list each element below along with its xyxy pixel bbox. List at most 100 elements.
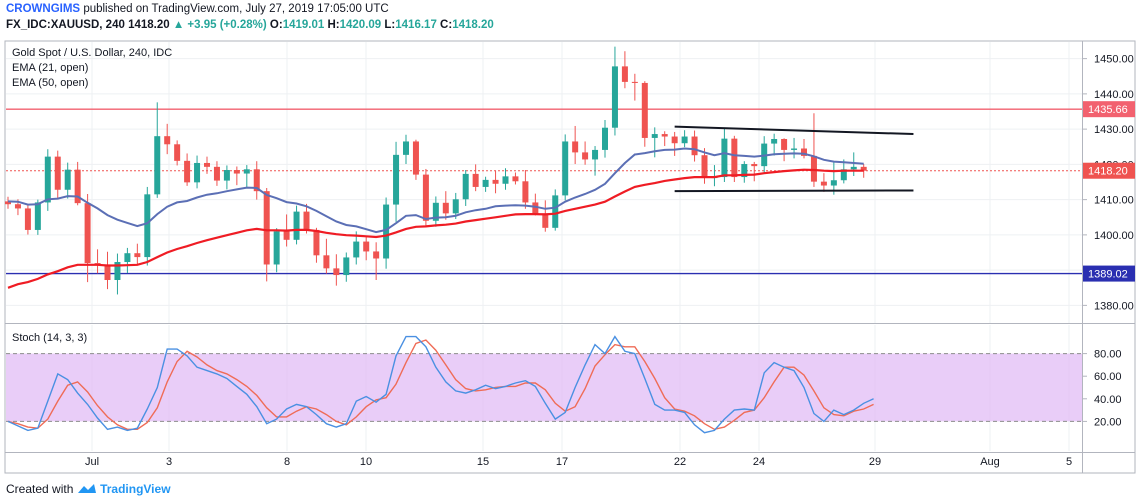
candle-body: [64, 169, 71, 190]
candle-body: [144, 194, 151, 258]
channel-top-line: [674, 125, 914, 136]
time-tick-label: 8: [284, 456, 290, 468]
price-tick-label: 1440.00: [1094, 89, 1134, 101]
candle-body: [542, 213, 549, 228]
low-value: 1416.17: [395, 19, 437, 31]
tradingview-link[interactable]: TradingView: [100, 482, 171, 496]
candle-body: [820, 181, 827, 186]
candle-body: [512, 176, 519, 182]
time-tick-label: 5: [1066, 456, 1072, 468]
candle-body: [213, 166, 220, 181]
candle-body: [343, 257, 350, 276]
candle-body: [233, 170, 240, 174]
candle-body: [840, 169, 847, 181]
open-value: 1419.01: [282, 19, 325, 31]
candle-body: [373, 251, 380, 259]
candle-body: [293, 211, 300, 240]
candle-body: [34, 202, 41, 230]
candle-body: [422, 174, 429, 221]
candle-body: [14, 204, 21, 209]
ema21-line[interactable]: [7, 147, 864, 234]
candle-body: [631, 81, 638, 83]
candle-body: [472, 173, 479, 187]
resistance-price-label: 1435.66: [1088, 104, 1128, 116]
candle-body: [791, 148, 798, 150]
high-value: 1420.09: [339, 19, 382, 31]
candle-body: [522, 181, 529, 203]
candle-body: [383, 204, 390, 259]
published-text: published on TradingView.com, July 27, 2…: [83, 3, 389, 15]
price-tags: 1435.66 1418.20 1389.02: [1083, 101, 1135, 282]
stoch-tick-label: 80.00: [1094, 349, 1122, 361]
candle-body: [850, 166, 857, 170]
candle-body: [661, 134, 668, 137]
candle-body: [462, 173, 469, 200]
candle-body: [860, 166, 867, 171]
candle-body: [84, 203, 91, 264]
ema21-legend: EMA (21, open): [12, 62, 88, 74]
publisher-name[interactable]: CROWNGIMS: [6, 3, 81, 15]
candle-body: [651, 134, 658, 138]
price-grid: [6, 42, 1082, 323]
candle-body: [253, 169, 260, 192]
last-price: 1418.20: [128, 19, 170, 31]
channel-bottom-line: [674, 189, 914, 193]
candle-body: [741, 164, 748, 178]
open-label: O:: [269, 19, 283, 31]
candle-body: [263, 191, 270, 265]
chart-area[interactable]: 1380.001390.001400.001410.001420.001430.…: [0, 37, 1140, 475]
candle-body: [303, 211, 310, 230]
candle-body: [363, 241, 370, 252]
candle-body: [701, 155, 708, 178]
stoch-k-line[interactable]: [7, 335, 874, 434]
candle-body: [313, 229, 320, 256]
tradingview-logo-icon: [77, 482, 100, 496]
time-tick-label: 3: [166, 456, 172, 468]
candle-body: [572, 141, 579, 153]
time-axis[interactable]: Jul 3 8 10 15 17 22 24 29 Aug 5: [85, 456, 1072, 468]
stoch-legend: Stoch (14, 3, 3): [12, 332, 87, 344]
ema50-line[interactable]: [7, 168, 864, 289]
candle-body: [721, 138, 728, 178]
candle-body: [681, 136, 688, 144]
candle-body: [482, 179, 489, 187]
time-tick-label: 17: [556, 456, 568, 468]
candle-body: [810, 155, 817, 182]
candle-body: [393, 154, 400, 205]
support-price-tag: [1083, 265, 1135, 282]
resistance-price-tag: [1083, 101, 1135, 118]
candle-body: [174, 144, 181, 161]
candle-body: [184, 160, 191, 183]
candle-body: [412, 141, 419, 175]
candle-body: [592, 149, 599, 160]
candle-body: [104, 264, 111, 280]
candle-body: [44, 156, 51, 203]
last-price-tag: [1083, 162, 1135, 179]
candle-body: [492, 179, 499, 184]
candle-body: [691, 136, 698, 156]
candle-body: [602, 127, 608, 150]
candle-body: [194, 162, 201, 183]
stoch-d-line[interactable]: [7, 339, 874, 431]
candle-body: [154, 136, 161, 195]
candle-body: [403, 141, 409, 155]
candle-body: [134, 253, 141, 258]
chart-title: Gold Spot / U.S. Dollar, 240, IDC: [12, 47, 172, 59]
candle-body: [74, 169, 81, 204]
time-tick-label: 29: [869, 456, 881, 468]
price-tick-label: 1380.00: [1094, 300, 1134, 312]
candle-body: [452, 199, 459, 214]
candle-body: [204, 162, 210, 167]
trendlines: [674, 125, 914, 193]
candles: [5, 46, 867, 295]
time-tick-label: 15: [477, 456, 489, 468]
candle-body: [502, 176, 509, 184]
ema50-legend: EMA (50, open): [12, 77, 88, 89]
candle-body: [5, 201, 11, 205]
candle-body: [353, 241, 360, 258]
created-with-text: Created with: [6, 482, 74, 496]
candle-body: [164, 136, 171, 145]
candle-body: [124, 253, 131, 263]
stoch-axis[interactable]: 20.00 40.00 60.00 80.00: [1082, 349, 1122, 429]
stoch-tick-label: 40.00: [1094, 394, 1122, 406]
